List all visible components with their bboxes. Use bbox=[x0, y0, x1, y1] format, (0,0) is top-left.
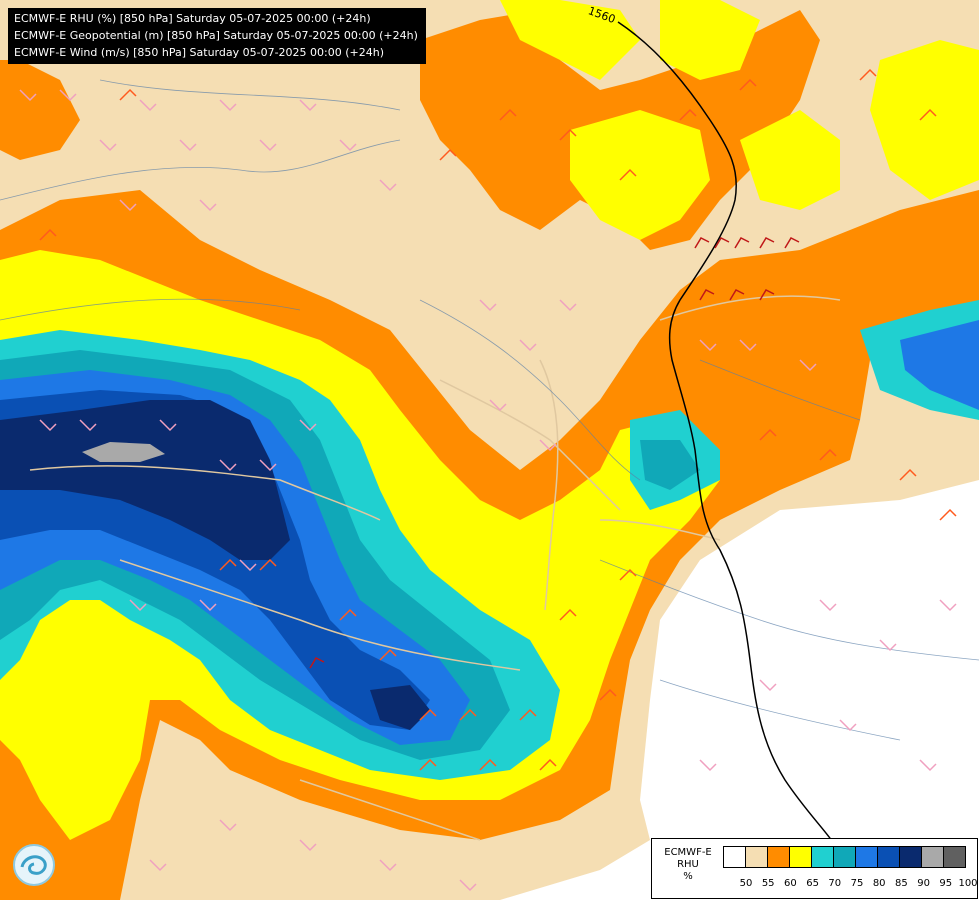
legend-swatch bbox=[921, 846, 944, 868]
geopotential-contour bbox=[617, 21, 836, 846]
legend-swatch bbox=[789, 846, 812, 868]
legend-tick-label: 60 bbox=[784, 878, 797, 889]
title-line-rhu: ECMWF-E RHU (%) [850 hPa] Saturday 05-07… bbox=[14, 12, 371, 25]
legend-tick-label: 80 bbox=[872, 878, 886, 889]
color-legend: ECMWF-E RHU % 50 55 60 65 70 75 80 85 90 95 100 bbox=[651, 838, 978, 899]
wave-logo-icon bbox=[13, 844, 55, 886]
legend-unit: % bbox=[683, 871, 693, 882]
legend-swatches bbox=[723, 846, 966, 868]
legend-swatch bbox=[877, 846, 900, 868]
title-line-geopotential: ECMWF-E Geopotential (m) [850 hPa] Satur… bbox=[14, 29, 418, 42]
legend-swatch bbox=[833, 846, 856, 868]
legend-model: ECMWF-E bbox=[664, 847, 712, 858]
map-title-box: ECMWF-E RHU (%) [850 hPa] Saturday 05-07… bbox=[8, 8, 426, 64]
legend-swatch bbox=[811, 846, 834, 868]
river-lines bbox=[0, 79, 979, 741]
legend-tick-label: 55 bbox=[761, 878, 775, 889]
title-line-wind: ECMWF-E Wind (m/s) [850 hPa] Saturday 05… bbox=[14, 46, 384, 59]
legend-swatch bbox=[767, 846, 790, 868]
wind-barbs bbox=[19, 68, 957, 892]
legend-swatch bbox=[943, 846, 966, 868]
legend-swatch bbox=[855, 846, 878, 868]
legend-tick-label: 70 bbox=[828, 878, 842, 889]
legend-ticks: 50 55 60 65 70 75 80 85 90 95 100 bbox=[652, 878, 978, 892]
legend-swatch bbox=[745, 846, 768, 868]
border-lines bbox=[29, 295, 841, 841]
legend-tick-label: 100 bbox=[958, 878, 978, 889]
legend-variable: RHU bbox=[677, 859, 699, 870]
legend-tick-label: 50 bbox=[739, 878, 753, 889]
legend-swatch bbox=[899, 846, 922, 868]
legend-tick-label: 90 bbox=[917, 878, 930, 889]
legend-tick-label: 75 bbox=[850, 878, 864, 889]
legend-title: ECMWF-E RHU % bbox=[656, 847, 720, 883]
legend-tick-label: 65 bbox=[806, 878, 819, 889]
legend-swatch bbox=[723, 846, 746, 868]
legend-tick-label: 95 bbox=[939, 878, 953, 889]
legend-tick-label: 85 bbox=[895, 878, 908, 889]
